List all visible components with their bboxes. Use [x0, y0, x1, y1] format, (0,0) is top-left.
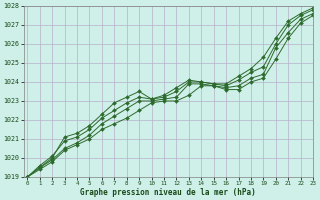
X-axis label: Graphe pression niveau de la mer (hPa): Graphe pression niveau de la mer (hPa) — [80, 188, 256, 197]
